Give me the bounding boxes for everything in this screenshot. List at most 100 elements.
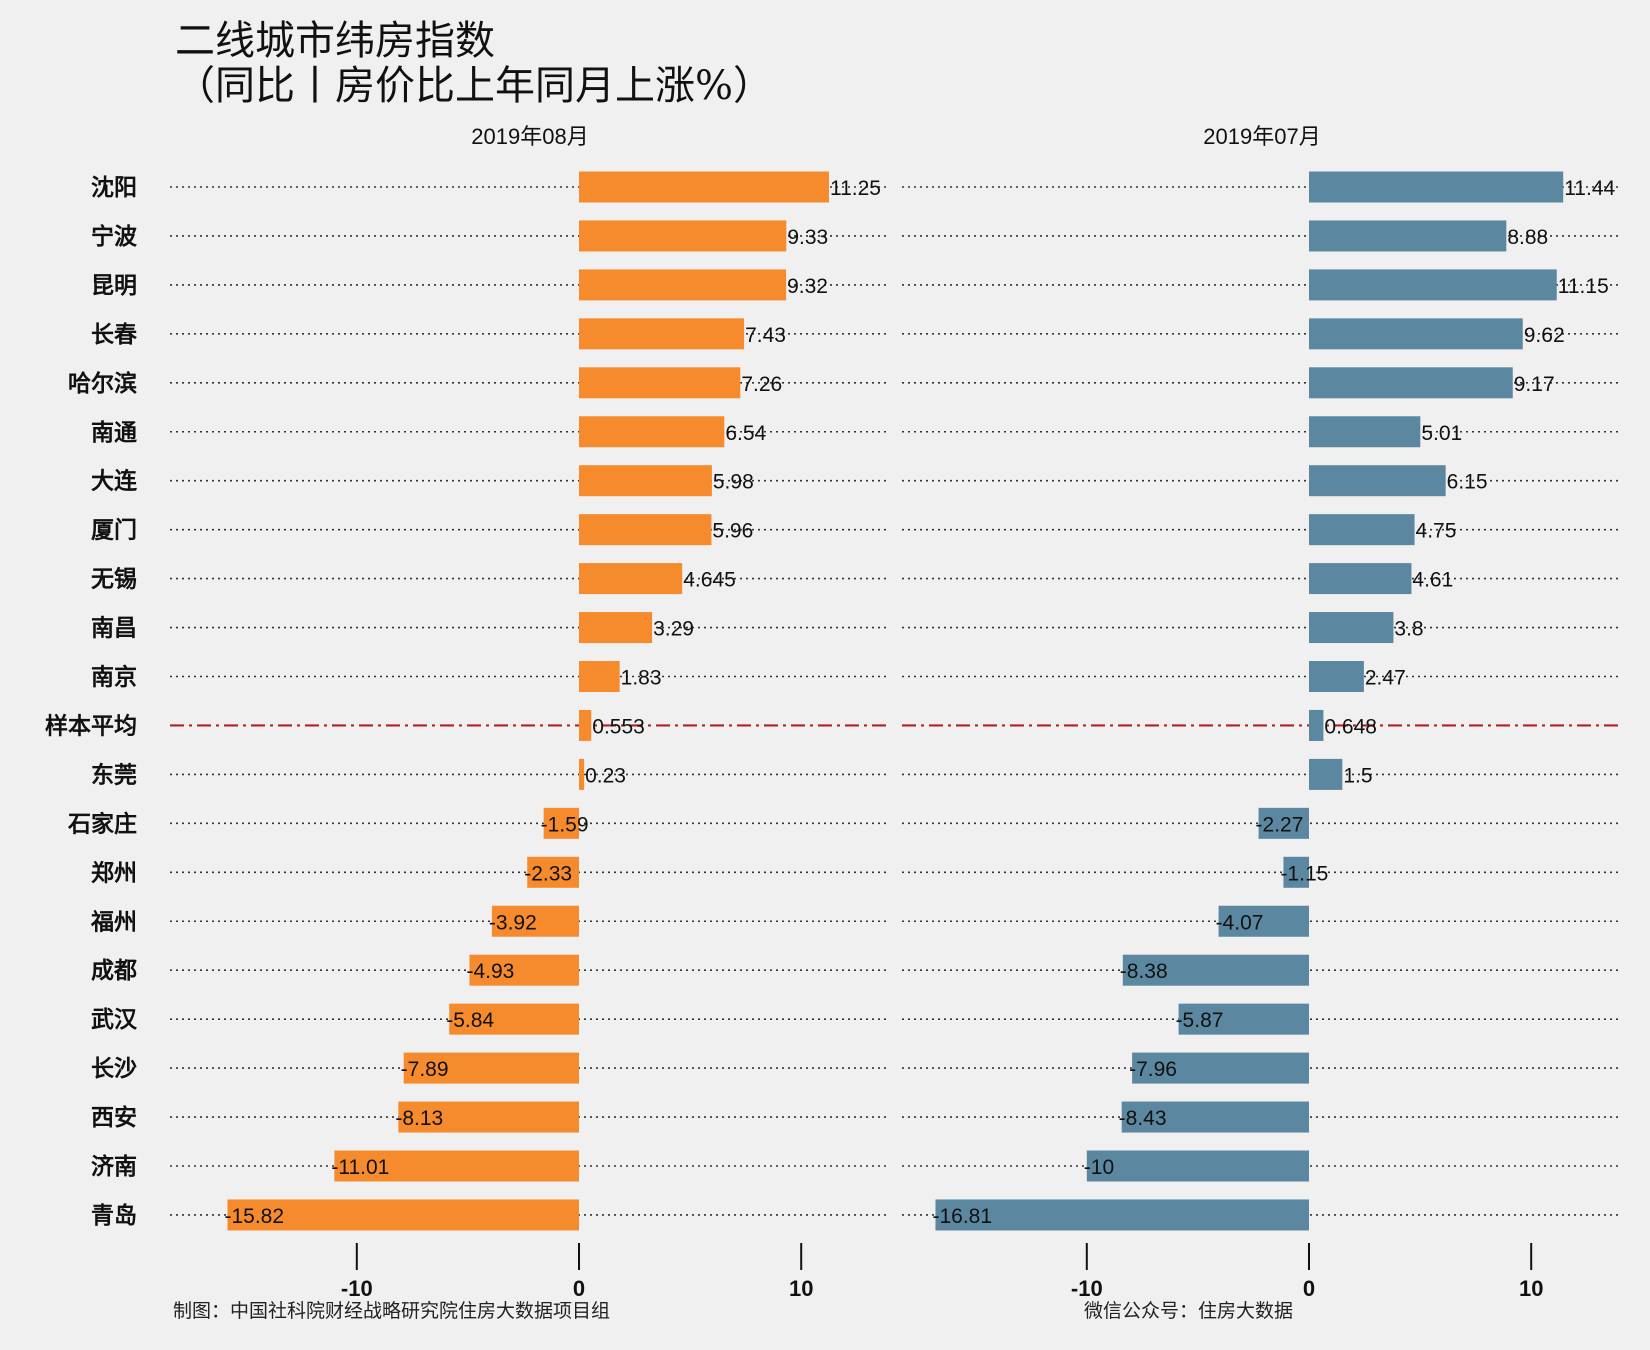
bar	[579, 709, 592, 741]
bar	[227, 1199, 579, 1231]
data-label: 8.88	[1507, 226, 1548, 249]
city-label: 昆明	[91, 272, 137, 299]
data-label: 5.96	[712, 520, 753, 543]
data-label: -5.84	[446, 1009, 494, 1032]
city-label: 无锡	[91, 566, 137, 593]
data-label: 9.62	[1524, 324, 1565, 347]
bar	[1309, 465, 1446, 497]
data-label: 1.5	[1343, 764, 1372, 787]
data-label: 6.15	[1447, 471, 1488, 494]
bar	[1309, 416, 1421, 448]
city-label: 福州	[90, 908, 137, 935]
bar	[1309, 709, 1324, 741]
bar	[1283, 856, 1309, 888]
data-label: 1.83	[621, 667, 662, 690]
bar	[1309, 220, 1507, 252]
data-label: 3.8	[1394, 618, 1423, 641]
bar	[579, 514, 712, 546]
city-label: 厦门	[91, 517, 137, 544]
bar	[579, 758, 585, 790]
bar	[579, 220, 787, 252]
data-label: -7.89	[401, 1058, 449, 1081]
data-label: 4.645	[683, 569, 736, 592]
city-label: 西安	[91, 1104, 137, 1131]
footer-wechat: 微信公众号：住房大数据	[1084, 1300, 1293, 1322]
panel-2019-07: 2019年07月 11.44 8.88 11.15 9.62 9.17 5.01 6.15 4.…	[902, 124, 1618, 1301]
bar	[579, 612, 653, 644]
city-label: 郑州	[91, 859, 137, 886]
bar	[1309, 758, 1343, 790]
bar	[1309, 269, 1557, 301]
bar	[449, 1003, 579, 1035]
data-label: -8.38	[1120, 960, 1168, 983]
data-label: 2.47	[1365, 667, 1406, 690]
data-label: -7.96	[1129, 1058, 1177, 1081]
data-label: -8.13	[395, 1107, 443, 1130]
data-label: -5.87	[1176, 1009, 1224, 1032]
x-tick-label: -10	[1071, 1276, 1103, 1301]
data-label: 7.43	[745, 324, 786, 347]
bar	[1132, 1052, 1309, 1084]
data-label: -1.59	[541, 813, 589, 836]
data-label: 4.75	[1416, 520, 1457, 543]
bar	[1309, 367, 1513, 399]
data-label: -1.15	[1280, 862, 1328, 885]
x-tick-label: 0	[1303, 1276, 1315, 1301]
city-label: 沈阳	[91, 174, 137, 201]
data-label: 0.553	[592, 715, 645, 738]
bar	[1086, 1150, 1309, 1182]
x-tick-label: 0	[573, 1276, 585, 1301]
data-label: 11.25	[830, 177, 881, 200]
bar	[469, 954, 579, 986]
bar	[579, 318, 745, 350]
data-label: 0.23	[585, 764, 626, 787]
data-label: -3.92	[489, 911, 537, 934]
x-tick-label: -10	[341, 1276, 373, 1301]
bar	[579, 465, 712, 497]
data-label: 5.98	[713, 471, 754, 494]
city-label: 济南	[91, 1153, 137, 1180]
bar	[579, 269, 787, 301]
bar	[1309, 171, 1564, 203]
data-label: -10	[1084, 1156, 1114, 1179]
bar	[491, 905, 579, 937]
bar	[1309, 661, 1364, 692]
city-label: 东莞	[91, 761, 137, 788]
data-label: 9.33	[787, 226, 828, 249]
bar	[1258, 807, 1309, 839]
data-label: -15.82	[224, 1205, 284, 1228]
city-label: 石家庄	[67, 810, 137, 837]
data-label: -16.81	[932, 1205, 992, 1228]
bar	[1121, 1101, 1309, 1133]
x-tick-label: 10	[1519, 1276, 1543, 1301]
data-label: 9.17	[1514, 373, 1555, 396]
chart-title-line1: 二线城市纬房指数	[175, 18, 495, 64]
chart-title-line2: （同比丨房价比上年同月上涨%）	[175, 63, 773, 109]
panel-2019-08: 2019年08月 11.25 9.33 9.32 7.43 7.26 6.54 5.98 5.9…	[170, 124, 888, 1301]
bar	[935, 1199, 1309, 1231]
data-label: -11.01	[331, 1156, 389, 1179]
bar	[1309, 563, 1412, 595]
data-label: 7.26	[741, 373, 782, 396]
city-label: 大连	[91, 468, 138, 495]
data-label: 0.648	[1324, 715, 1377, 738]
city-label: 成都	[91, 957, 137, 984]
bar	[579, 171, 829, 203]
panel-title: 2019年07月	[1203, 124, 1320, 149]
city-label: 青岛	[91, 1202, 137, 1229]
footer-source: 制图：中国社科院财经战略研究院住房大数据项目组	[173, 1300, 610, 1322]
data-label: -4.93	[466, 960, 514, 983]
city-label: 长春	[91, 321, 138, 348]
bar	[1309, 612, 1394, 644]
bar	[1178, 1003, 1309, 1035]
bar	[579, 661, 620, 692]
bar	[527, 856, 579, 888]
bar	[543, 807, 579, 839]
bar	[398, 1101, 579, 1133]
city-label: 武汉	[91, 1006, 138, 1033]
city-label: 长沙	[91, 1055, 137, 1082]
bar	[403, 1052, 579, 1084]
bar	[579, 563, 683, 595]
bar	[334, 1150, 579, 1182]
